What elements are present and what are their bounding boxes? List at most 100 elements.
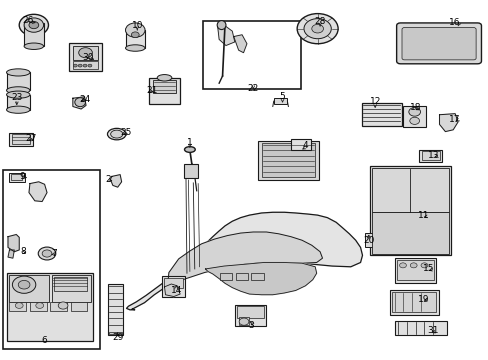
Bar	[125, 30, 145, 48]
Text: 3: 3	[248, 321, 254, 330]
Bar	[234, 305, 266, 326]
Text: 17: 17	[447, 114, 459, 123]
Ellipse shape	[24, 43, 43, 49]
Polygon shape	[8, 234, 19, 252]
Text: 29: 29	[112, 333, 123, 342]
Bar	[389, 291, 438, 315]
Bar	[73, 61, 98, 69]
Circle shape	[36, 303, 43, 309]
Ellipse shape	[110, 130, 122, 138]
Text: 7: 7	[51, 249, 57, 258]
Circle shape	[38, 247, 56, 260]
Circle shape	[83, 64, 87, 67]
Circle shape	[420, 263, 427, 268]
Circle shape	[409, 117, 419, 125]
Circle shape	[58, 302, 68, 309]
Text: 9: 9	[19, 172, 25, 181]
Polygon shape	[126, 212, 362, 310]
Bar	[371, 212, 448, 253]
Circle shape	[239, 318, 248, 325]
Circle shape	[18, 280, 30, 289]
Text: 6: 6	[41, 336, 47, 345]
Bar	[30, 302, 46, 311]
Ellipse shape	[157, 75, 171, 81]
Circle shape	[15, 303, 23, 309]
Text: 19: 19	[417, 294, 429, 303]
Text: 5: 5	[279, 92, 285, 101]
Bar	[109, 332, 122, 334]
Ellipse shape	[6, 87, 30, 94]
Text: 18: 18	[408, 103, 420, 112]
Bar	[238, 317, 249, 325]
Text: 14: 14	[170, 286, 182, 295]
Text: 30: 30	[82, 53, 94, 62]
Bar	[163, 278, 182, 288]
Bar	[235, 273, 247, 280]
Text: 27: 27	[25, 134, 37, 143]
Bar	[290, 139, 311, 149]
Text: 31: 31	[426, 326, 438, 335]
Circle shape	[408, 108, 420, 116]
Text: 8: 8	[20, 247, 26, 256]
Polygon shape	[29, 182, 47, 202]
Text: 26: 26	[22, 16, 34, 25]
Bar	[24, 23, 43, 46]
Bar	[11, 174, 22, 180]
Bar	[3, 170, 100, 348]
Polygon shape	[439, 114, 457, 132]
Bar	[54, 277, 87, 291]
Bar	[361, 103, 401, 126]
Bar	[251, 273, 263, 280]
Bar	[9, 275, 49, 302]
Bar	[149, 78, 179, 104]
Text: 2: 2	[105, 175, 111, 184]
Bar	[6, 95, 30, 110]
Ellipse shape	[6, 91, 30, 98]
Text: 23: 23	[11, 93, 22, 102]
Bar	[161, 276, 184, 297]
Circle shape	[399, 263, 406, 268]
Polygon shape	[110, 175, 122, 187]
Circle shape	[12, 276, 36, 293]
Text: 16: 16	[447, 18, 459, 27]
Bar	[6, 72, 30, 90]
Text: 21: 21	[146, 86, 157, 95]
FancyBboxPatch shape	[401, 28, 475, 60]
Ellipse shape	[6, 106, 30, 113]
Text: 11: 11	[417, 211, 429, 220]
Ellipse shape	[107, 129, 126, 140]
Circle shape	[73, 64, 77, 67]
Bar	[365, 233, 379, 247]
Bar	[418, 149, 442, 162]
Bar	[394, 320, 447, 335]
Circle shape	[42, 250, 52, 257]
Ellipse shape	[75, 98, 85, 107]
Bar	[108, 284, 122, 335]
Bar	[273, 98, 287, 104]
FancyBboxPatch shape	[396, 23, 481, 64]
Bar	[12, 134, 30, 144]
Bar	[73, 45, 98, 60]
Polygon shape	[167, 232, 322, 286]
Bar	[369, 166, 450, 255]
Text: 13: 13	[427, 151, 439, 160]
Ellipse shape	[125, 45, 145, 51]
Bar	[394, 258, 435, 283]
Polygon shape	[233, 35, 246, 53]
Polygon shape	[73, 97, 86, 109]
Bar	[69, 43, 102, 71]
Bar	[220, 273, 232, 280]
Bar	[52, 275, 91, 302]
Circle shape	[24, 18, 43, 32]
Text: 25: 25	[120, 128, 131, 137]
Text: 24: 24	[80, 95, 91, 104]
Circle shape	[297, 14, 337, 44]
Bar	[402, 107, 426, 127]
Ellipse shape	[184, 147, 195, 152]
Polygon shape	[217, 26, 234, 45]
Circle shape	[311, 24, 323, 33]
Bar	[421, 151, 439, 160]
Circle shape	[131, 32, 139, 38]
Text: 22: 22	[247, 84, 258, 93]
Bar	[50, 302, 67, 311]
